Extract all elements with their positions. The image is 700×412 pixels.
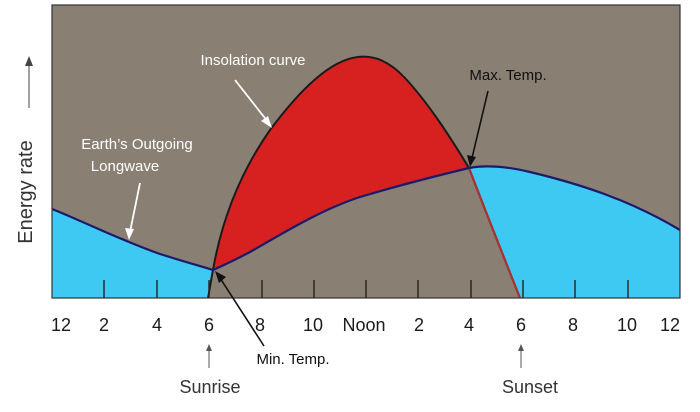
- x-tick-labels: 12 2 4 6 8 10 Noon 2 4 6 8 10 12: [51, 315, 680, 335]
- outgoing-longwave-area-day-late: [469, 166, 680, 298]
- sunset-label: Sunset: [502, 377, 558, 397]
- outgoing-longwave-area-night-early: [52, 209, 213, 298]
- x-tick-label: 4: [464, 315, 474, 335]
- x-tick-label: 12: [51, 315, 71, 335]
- x-tick-label: 8: [568, 315, 578, 335]
- x-tick-label: 10: [617, 315, 637, 335]
- insolation-curve-label: Insolation curve: [200, 52, 305, 69]
- y-axis-arrow-icon: [25, 56, 33, 108]
- min-temp-label: Min. Temp.: [256, 351, 329, 368]
- x-tick-label: 2: [99, 315, 109, 335]
- x-tick-label: 2: [414, 315, 424, 335]
- sunset-marker-arrow-icon: [518, 344, 524, 368]
- x-tick-label: 12: [660, 315, 680, 335]
- x-tick-label: 10: [303, 315, 323, 335]
- x-tick-marks: [103, 280, 629, 298]
- sunrise-marker-arrow-icon: [206, 344, 212, 368]
- insolation-surplus-area: [213, 56, 469, 270]
- x-tick-label: 4: [152, 315, 162, 335]
- outgoing-longwave-curve: [51, 165, 681, 272]
- outgoing-longwave-label-line1: Earth’s Outgoing: [81, 136, 192, 153]
- max-temp-label: Max. Temp.: [469, 67, 546, 84]
- y-axis-label: Energy rate: [15, 140, 37, 243]
- x-tick-label: 8: [255, 315, 265, 335]
- insolation-pointer-arrow-icon: [234, 79, 272, 128]
- x-tick-label-noon: Noon: [342, 315, 385, 335]
- max-temp-pointer-arrow-icon: [467, 90, 489, 167]
- x-tick-label: 6: [516, 315, 526, 335]
- x-tick-label: 6: [204, 315, 214, 335]
- outgoing-pointer-arrow-icon: [125, 182, 141, 240]
- min-temp-pointer-arrow-icon: [215, 271, 265, 347]
- insolation-curve-tail: [468, 167, 521, 299]
- outgoing-longwave-label-line2: Longwave: [91, 158, 159, 175]
- sunrise-label: Sunrise: [179, 377, 240, 397]
